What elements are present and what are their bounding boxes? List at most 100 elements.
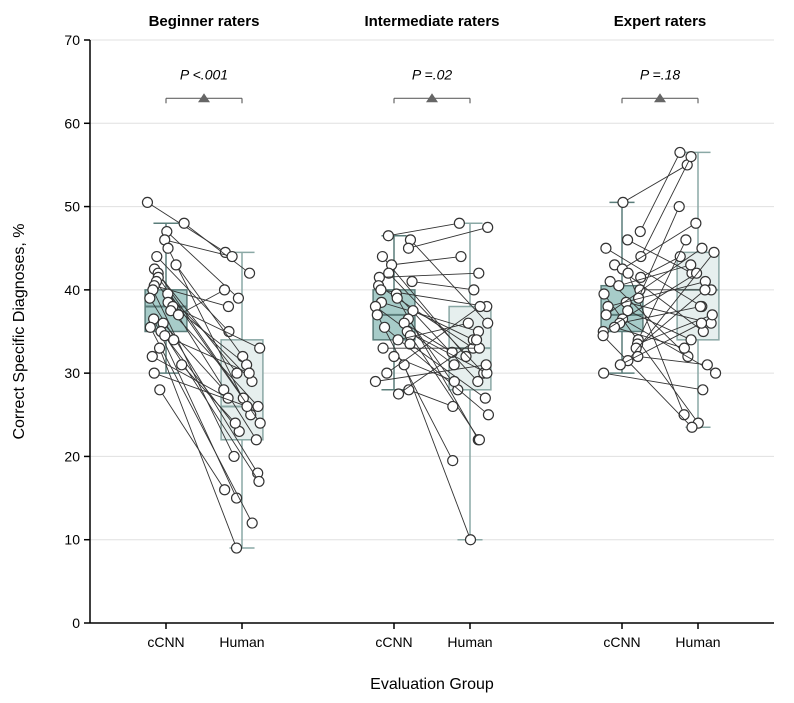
x-tick-label: cCNN [603,634,640,650]
data-point [223,302,233,312]
data-point [601,243,611,253]
data-point [598,331,608,341]
data-point [383,231,393,241]
data-point [463,318,473,328]
data-point [227,252,237,262]
data-point [615,360,625,370]
data-point [177,360,187,370]
data-point [399,360,409,370]
data-point [702,360,712,370]
panel-title: Beginner raters [149,13,260,30]
y-tick-label: 0 [72,615,80,631]
data-point [475,302,485,312]
data-point [700,285,710,295]
data-point [230,418,240,428]
x-tick-label: Human [219,634,264,650]
data-point [465,535,475,545]
data-point [179,218,189,228]
data-point [370,376,380,386]
data-point [155,343,165,353]
data-point [404,243,414,253]
data-point [691,218,701,228]
data-point [599,289,609,299]
data-point [679,343,689,353]
data-point [686,335,696,345]
data-point [145,322,155,332]
y-tick-label: 50 [64,199,80,215]
data-point [245,268,255,278]
x-tick-label: Human [447,634,492,650]
data-point [681,235,691,245]
pvalue-label: P =.02 [412,67,453,83]
data-point [392,293,402,303]
data-point [405,339,415,349]
x-axis-label: Evaluation Group [370,676,494,693]
data-point [469,285,479,295]
x-tick-label: cCNN [375,634,412,650]
y-tick-label: 30 [64,365,80,381]
data-point [447,347,457,357]
data-point [623,235,633,245]
data-point [675,147,685,157]
data-point [448,401,458,411]
y-tick-label: 10 [64,532,80,548]
data-point [674,202,684,212]
data-point [377,252,387,262]
data-point [697,243,707,253]
data-point [393,335,403,345]
data-point [449,360,459,370]
data-point [253,401,263,411]
pvalue-label: P <.001 [180,67,228,83]
data-point [155,385,165,395]
y-axis-label: Correct Specific Diagnoses, % [11,223,28,439]
x-tick-label: cCNN [147,634,184,650]
data-point [232,543,242,553]
data-point [407,277,417,287]
data-point [171,260,181,270]
data-point [232,493,242,503]
data-point [456,252,466,262]
data-point [695,302,705,312]
data-point [698,385,708,395]
data-point [474,268,484,278]
data-point [618,197,628,207]
x-tick-label: Human [675,634,720,650]
data-point [483,222,493,232]
data-point [623,268,633,278]
data-point [152,252,162,262]
data-point [709,247,719,257]
data-point [220,285,230,295]
data-point [372,310,382,320]
data-point [711,368,721,378]
data-point [149,368,159,378]
data-point [454,218,464,228]
data-point [244,368,254,378]
data-point [169,335,179,345]
data-point [480,393,490,403]
data-point [707,310,717,320]
data-point [247,518,257,528]
data-point [382,368,392,378]
y-tick-label: 20 [64,448,80,464]
data-point [601,310,611,320]
data-point [255,418,265,428]
data-point [679,410,689,420]
data-point [614,281,624,291]
panel-title: Expert raters [614,13,707,30]
y-tick-label: 70 [64,32,80,48]
data-point [142,197,152,207]
data-point [483,410,493,420]
data-point [163,243,173,253]
data-point [686,152,696,162]
data-point [220,485,230,495]
data-point [147,351,157,361]
data-point [251,435,261,445]
data-point [380,322,390,332]
data-point [481,360,491,370]
data-point [610,322,620,332]
pvalue-label: P =.18 [640,67,681,83]
data-point [145,293,155,303]
data-point [449,376,459,386]
data-point [394,389,404,399]
data-point [599,368,609,378]
